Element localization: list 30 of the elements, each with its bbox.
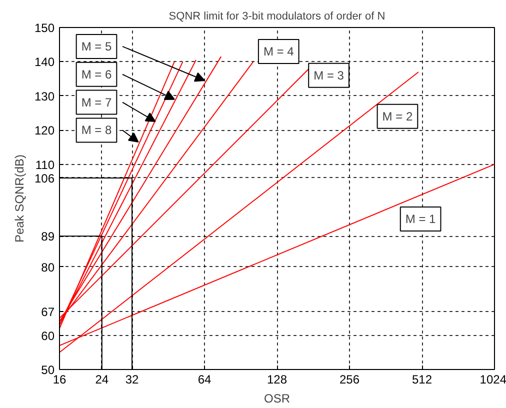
y-tick-label: 67 bbox=[41, 304, 55, 319]
y-tick-label: 130 bbox=[34, 89, 55, 104]
x-tick-label: 1024 bbox=[480, 372, 506, 386]
x-tick-label: 32 bbox=[125, 372, 139, 386]
annotation: M = 2 bbox=[382, 109, 413, 124]
y-axis-title: Peak SQNR(dB) bbox=[12, 154, 26, 243]
annotation: M = 3 bbox=[314, 68, 344, 82]
x-tick-label: 256 bbox=[339, 372, 360, 386]
y-tick-label: 110 bbox=[35, 158, 55, 172]
y-tick-label: 150 bbox=[34, 21, 55, 35]
y-tick-label: 120 bbox=[34, 124, 55, 138]
x-tick-label: 16 bbox=[52, 372, 66, 386]
y-tick-label: 60 bbox=[41, 328, 55, 343]
chart-title: SQNR limit for 3-bit modulators of order of N bbox=[168, 10, 386, 22]
annotation: M = 1 bbox=[405, 212, 436, 226]
y-tick-label: 80 bbox=[41, 260, 55, 274]
y-tick-label: 89 bbox=[41, 230, 55, 244]
x-tick-label: 24 bbox=[95, 372, 109, 386]
y-tick-label: 50 bbox=[41, 363, 55, 377]
annotation: M = 4 bbox=[263, 44, 294, 58]
annotation: M = 7 bbox=[81, 95, 112, 110]
x-tick-label: 128 bbox=[266, 372, 288, 386]
annotation: M = 5 bbox=[81, 39, 112, 54]
y-tick-label: 140 bbox=[34, 55, 55, 70]
y-tick-label: 106 bbox=[34, 171, 55, 186]
annotation: M = 8 bbox=[81, 123, 112, 138]
x-axis-title: OSR bbox=[264, 392, 290, 406]
annotation: M = 6 bbox=[81, 67, 112, 82]
x-tick-label: 64 bbox=[198, 372, 212, 386]
x-tick-label: 512 bbox=[412, 372, 432, 386]
